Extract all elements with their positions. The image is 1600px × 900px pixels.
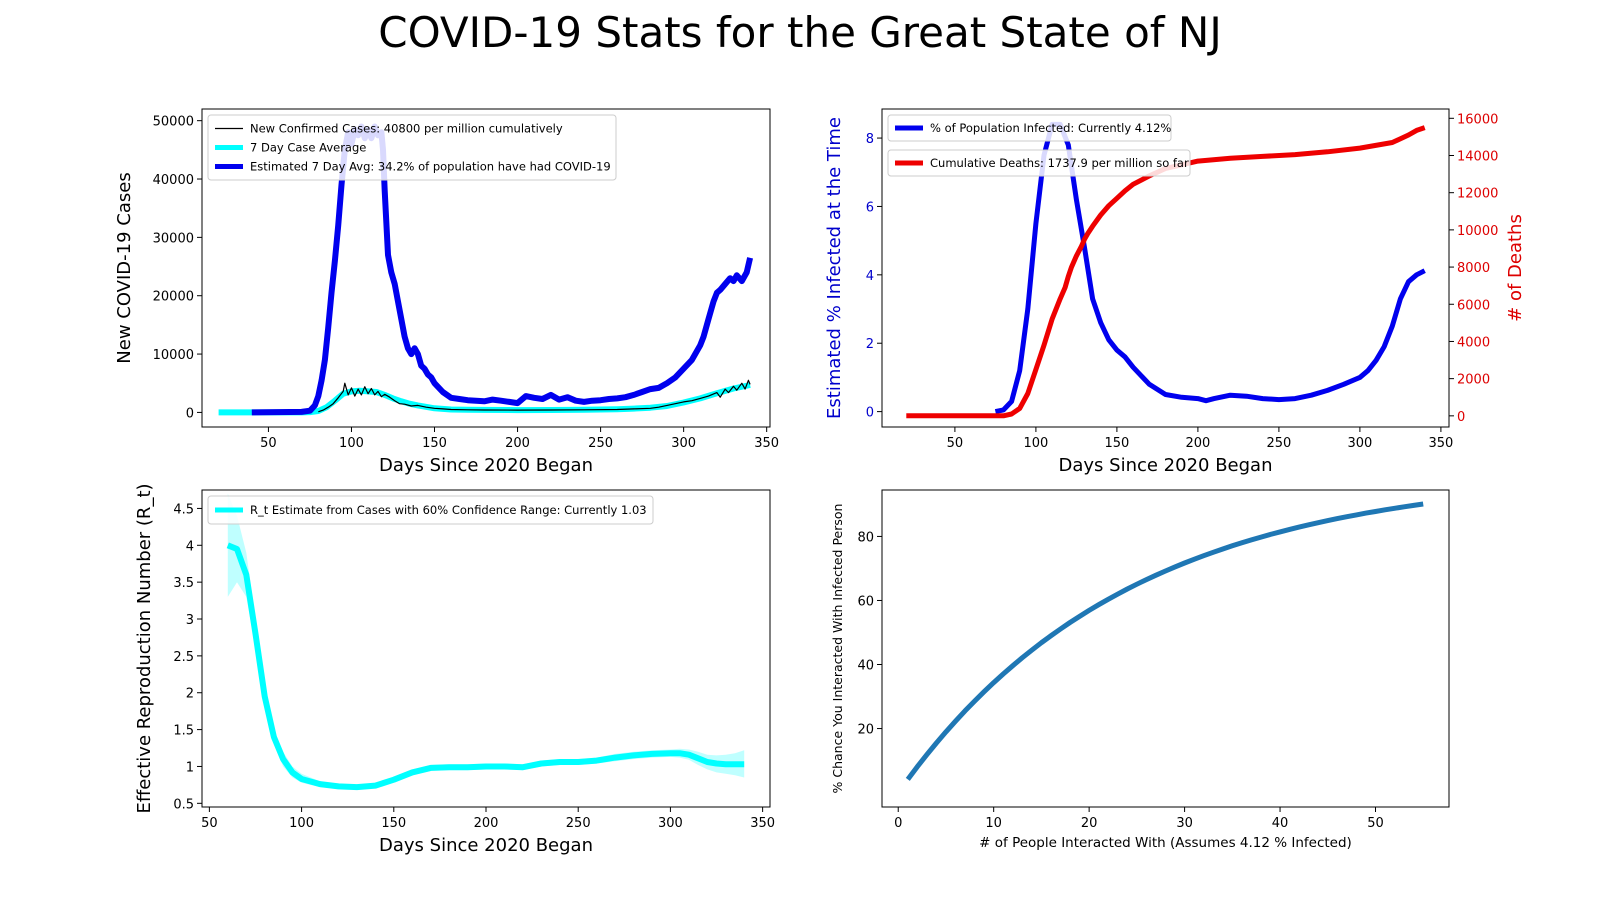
cases-xtick-label: 350	[754, 436, 779, 451]
infected-deaths-y2tick-label: 10000	[1457, 224, 1498, 239]
interaction-xlabel: # of People Interacted With (Assumes 4.1…	[979, 835, 1352, 851]
rt-xtick-label: 50	[201, 816, 218, 831]
interaction-xtick-label: 50	[1367, 816, 1384, 831]
infected-deaths-series-line	[906, 125, 1426, 419]
infected-deaths-ytick-label: 8	[866, 132, 874, 147]
infected-deaths-ytick-label: 6	[866, 200, 874, 215]
rt-ytick-label: 0.5	[173, 797, 194, 812]
infected-deaths-ytick-label: 0	[866, 406, 874, 421]
infected-deaths-y2tick-label: 16000	[1457, 112, 1498, 127]
rt-legend-label: R_t Estimate from Cases with 60% Confide…	[250, 503, 647, 517]
interaction-xtick-label: 40	[1272, 816, 1289, 831]
cases-ylabel: New COVID-19 Cases	[114, 172, 135, 363]
cases-xlabel: Days Since 2020 Began	[379, 455, 593, 476]
interaction-ylabel: % Chance You Interacted With Infected Pe…	[830, 504, 845, 794]
rt-data-group	[226, 493, 745, 791]
infected-deaths-y2tick-label: 12000	[1457, 187, 1498, 202]
infected-deaths-y2tick-label: 6000	[1457, 298, 1490, 313]
infected-deaths-xtick-label: 150	[1104, 436, 1129, 451]
cases-xtick-label: 100	[339, 436, 364, 451]
rt-xlabel: Days Since 2020 Began	[379, 835, 593, 856]
infected-deaths-xtick-label: 50	[947, 436, 964, 451]
rt-legend-box	[207, 495, 654, 525]
cases-ytick-label: 10000	[153, 348, 194, 363]
interaction-xtick-label: 10	[985, 816, 1002, 831]
rt-confidence-band	[227, 493, 745, 790]
cases-legend-box	[207, 114, 617, 181]
cases-xtick-label: 250	[588, 436, 613, 451]
infected-deaths-legend-label: Cumulative Deaths: 1737.9 per million so…	[930, 156, 1189, 170]
rt-xtick-label: 250	[566, 816, 591, 831]
interaction-xtick-label: 30	[1176, 816, 1193, 831]
rt-ytick-label: 3	[186, 613, 194, 628]
cases-ytick-label: 30000	[153, 231, 194, 246]
rt-xtick-label: 200	[474, 816, 499, 831]
infected-deaths-legend: % of Population Infected: Currently 4.12…	[887, 114, 1191, 177]
infected-deaths-y2tick-label: 4000	[1457, 335, 1490, 350]
infected-deaths-xtick-label: 300	[1347, 436, 1372, 451]
rt-legend: R_t Estimate from Cases with 60% Confide…	[207, 495, 654, 525]
rt-xtick-label: 350	[750, 816, 775, 831]
cases-series-line	[318, 379, 751, 413]
infected-deaths-y2tick-label: 0	[1457, 410, 1465, 425]
infected-deaths-legend-box	[887, 114, 1172, 142]
rt-ytick-label: 4.5	[173, 502, 194, 517]
interaction-ytick-label: 80	[857, 530, 874, 545]
cases-ytick-label: 40000	[153, 173, 194, 188]
interaction-xtick-label: 0	[894, 816, 902, 831]
cases-ytick-label: 20000	[153, 290, 194, 305]
cases-xtick-label: 300	[671, 436, 696, 451]
infected-deaths-ylabel: Estimated % Infected at the Time	[824, 117, 845, 419]
interaction-ytick-label: 60	[857, 594, 874, 609]
rt-xtick-label: 150	[381, 816, 406, 831]
figure-title: COVID-19 Stats for the Great State of NJ	[378, 8, 1222, 57]
cases-ytick-label: 50000	[153, 115, 194, 130]
rt-series-line	[226, 542, 745, 791]
infected-deaths-y2label: # of Deaths	[1505, 214, 1526, 322]
infected-deaths-legend-label: % of Population Infected: Currently 4.12…	[930, 121, 1171, 135]
interaction-ytick-label: 40	[857, 659, 874, 674]
cases-xtick-label: 50	[260, 436, 277, 451]
cases-xtick-label: 200	[505, 436, 530, 451]
infected-deaths-y2tick-label: 14000	[1457, 149, 1498, 164]
infected-deaths-y2tick-label: 8000	[1457, 261, 1490, 276]
rt-ytick-label: 1	[186, 760, 194, 775]
rt-ytick-label: 2.5	[173, 650, 194, 665]
infected-deaths-xtick-label: 250	[1266, 436, 1291, 451]
infected-deaths-ytick-label: 2	[866, 337, 874, 352]
interaction-series-line	[905, 501, 1424, 781]
cases-xtick-label: 150	[422, 436, 447, 451]
cases-legend-label: New Confirmed Cases: 40800 per million c…	[250, 122, 563, 136]
infected-deaths-xtick-label: 350	[1428, 436, 1453, 451]
rt-ylabel: Effective Reproduction Number (R_t)	[134, 483, 155, 813]
infected-deaths-xtick-label: 100	[1023, 436, 1048, 451]
rt-xtick-label: 100	[289, 816, 314, 831]
infected-deaths-ytick-label: 4	[866, 269, 874, 284]
interaction-data-group	[905, 501, 1424, 781]
infected-deaths-xlabel: Days Since 2020 Began	[1059, 455, 1273, 476]
rt-ytick-label: 3.5	[173, 576, 194, 591]
interaction-plot-frame	[881, 489, 1450, 808]
cases-plot-frame	[201, 108, 771, 428]
infected-deaths-y2tick-label: 2000	[1457, 373, 1490, 388]
rt-ytick-label: 1.5	[173, 724, 194, 739]
cases-legend-label: Estimated 7 Day Avg: 34.2% of population…	[250, 160, 611, 174]
cases-legend-label: 7 Day Case Average	[250, 141, 366, 155]
rt-ytick-label: 2	[186, 687, 194, 702]
infected-deaths-xtick-label: 200	[1185, 436, 1210, 451]
cases-ytick-label: 0	[186, 406, 194, 421]
infected-deaths-legend-box	[887, 149, 1191, 177]
interaction-ytick-label: 20	[857, 723, 874, 738]
interaction-xtick-label: 20	[1081, 816, 1098, 831]
rt-ytick-label: 4	[186, 539, 194, 554]
cases-legend: New Confirmed Cases: 40800 per million c…	[207, 114, 617, 181]
infected-deaths-plot-frame	[881, 108, 1450, 428]
rt-xtick-label: 300	[658, 816, 683, 831]
